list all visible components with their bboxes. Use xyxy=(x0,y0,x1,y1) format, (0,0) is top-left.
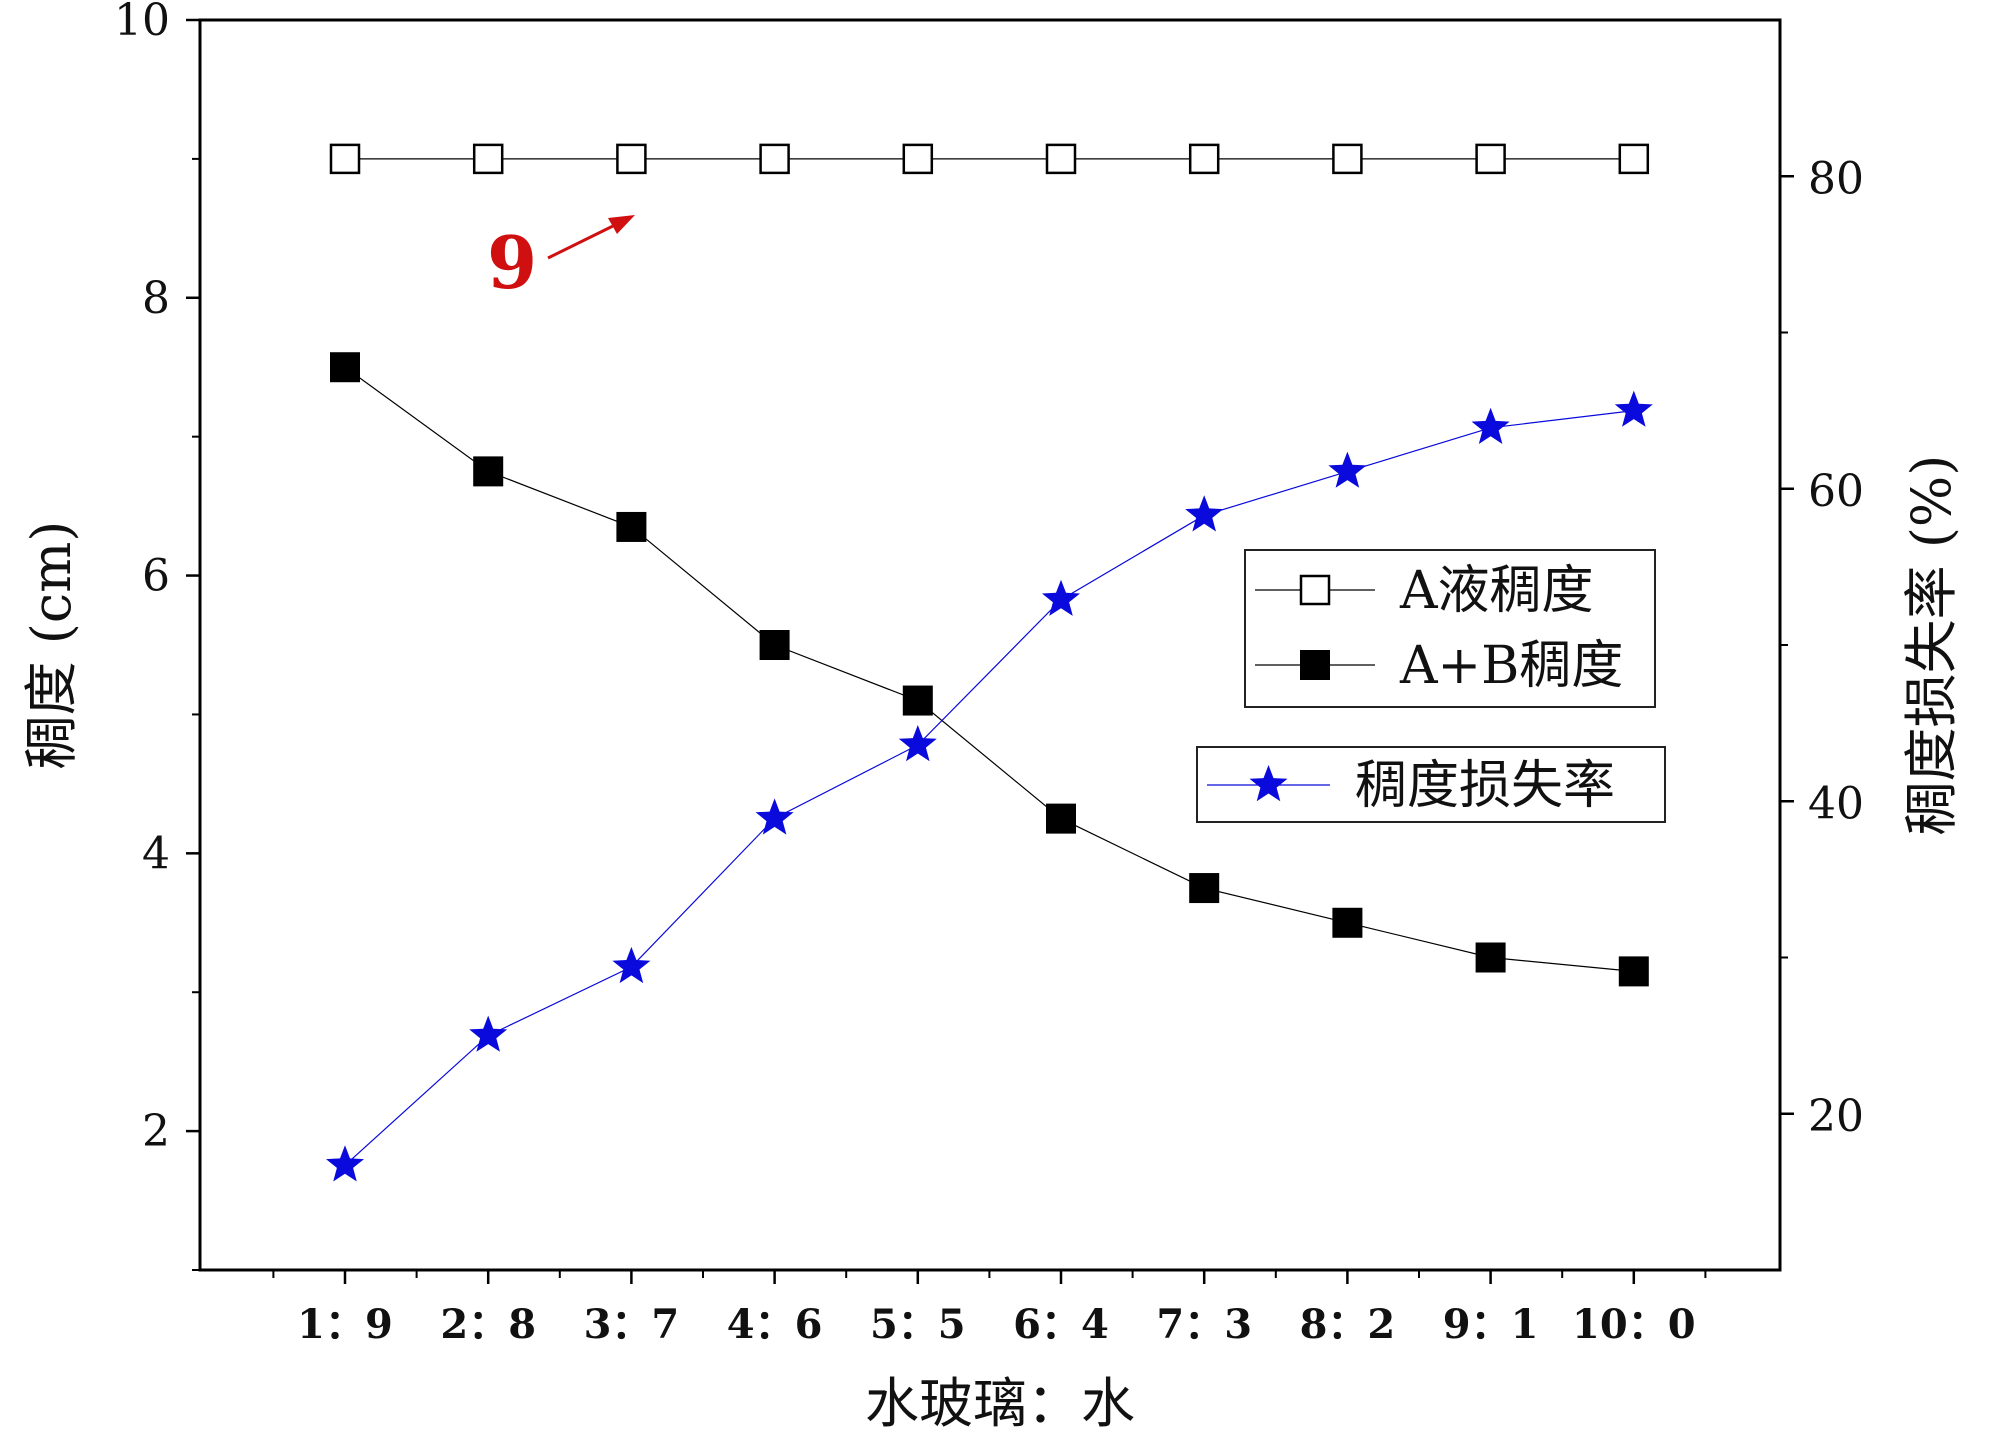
axes: 2 4 6 8 10 20 40 60 80 1：9 2：8 3：7 4：6 5：5 6：4 7：3 8：2 9：… xyxy=(114,0,1864,1348)
series-1-point xyxy=(330,352,360,383)
series-1-point xyxy=(1475,942,1506,973)
y-right-tick-label: 20 xyxy=(1808,1091,1864,1142)
y-right-tick-label: 60 xyxy=(1808,466,1864,517)
series-2-point xyxy=(1471,407,1510,444)
x-tick-label: 1：9 xyxy=(297,1301,393,1348)
x-tick-label: 2：8 xyxy=(440,1301,536,1348)
x-tick-label: 7：3 xyxy=(1156,1301,1252,1348)
legend-label-1: A+B稠度 xyxy=(1399,636,1623,696)
x-tick-label: 4：6 xyxy=(727,1301,823,1348)
annotation-arrowhead xyxy=(608,215,635,234)
x-tick-label: 6：4 xyxy=(1013,1301,1109,1348)
annotation: 9 xyxy=(487,215,635,305)
x-tick-label: 5：5 xyxy=(870,1301,966,1348)
series-line-1 xyxy=(344,366,1634,972)
series-2-point xyxy=(469,1015,508,1052)
y-left-tick-label: 2 xyxy=(142,1106,170,1157)
series-1-point xyxy=(1189,873,1220,904)
series-2-point xyxy=(755,798,794,835)
x-axis-title: 水玻璃：水 xyxy=(865,1372,1135,1435)
annotation-arrow-line xyxy=(547,223,616,260)
y-left-tick-label: 4 xyxy=(142,828,170,879)
series-0-point xyxy=(472,143,504,175)
series-lines xyxy=(344,158,1634,1166)
series-0-point xyxy=(1045,143,1077,175)
series-0-point xyxy=(329,143,361,175)
series-2-point xyxy=(612,946,651,984)
series-2-point xyxy=(898,725,937,762)
series-2-point xyxy=(1614,390,1653,427)
y-axis-right-title: 稠度损失率 (%) xyxy=(1900,455,1963,836)
x-tick-label: 10：0 xyxy=(1572,1301,1696,1348)
x-tick-label: 8：2 xyxy=(1300,1301,1396,1348)
series-0-point xyxy=(1332,143,1363,175)
series-1-point xyxy=(616,511,647,542)
series-2-point xyxy=(326,1145,364,1182)
series-0-point xyxy=(1618,143,1650,175)
legend-label-0: A液稠度 xyxy=(1399,561,1594,621)
series-1-point xyxy=(1332,907,1363,938)
legend-marker-0 xyxy=(1299,574,1331,606)
series-1-point xyxy=(759,630,790,660)
series-0-point xyxy=(1188,143,1220,175)
legend-marker-2 xyxy=(1249,765,1288,802)
y-right-tick-label: 40 xyxy=(1808,778,1864,829)
series-0-point xyxy=(1475,143,1506,175)
y-left-tick-label: 6 xyxy=(142,551,170,602)
y-left-tick-label: 10 xyxy=(114,0,170,46)
series-line-2 xyxy=(344,410,1634,1166)
annotation-label: 9 xyxy=(487,220,537,305)
series-1-point xyxy=(902,685,933,716)
series-markers xyxy=(326,143,1653,1182)
y-axis-left-title: 稠度 (cm) xyxy=(20,521,83,770)
legend-marker-1 xyxy=(1300,650,1330,680)
series-1-point xyxy=(473,456,504,487)
series-2-point xyxy=(1328,451,1367,488)
series-1-point xyxy=(1046,803,1076,834)
x-tick-label: 9：1 xyxy=(1443,1301,1539,1348)
series-1-point xyxy=(1618,956,1649,987)
series-0-point xyxy=(616,143,647,175)
series-0-point xyxy=(759,143,790,175)
series-2-point xyxy=(1185,495,1224,532)
legend-label-2: 稠度损失率 xyxy=(1355,756,1615,816)
series-0-point xyxy=(902,143,934,175)
y-left-tick-label: 8 xyxy=(142,273,170,324)
series-2-point xyxy=(1042,579,1080,616)
y-right-tick-label: 80 xyxy=(1808,153,1864,204)
x-tick-label: 3：7 xyxy=(584,1301,680,1348)
